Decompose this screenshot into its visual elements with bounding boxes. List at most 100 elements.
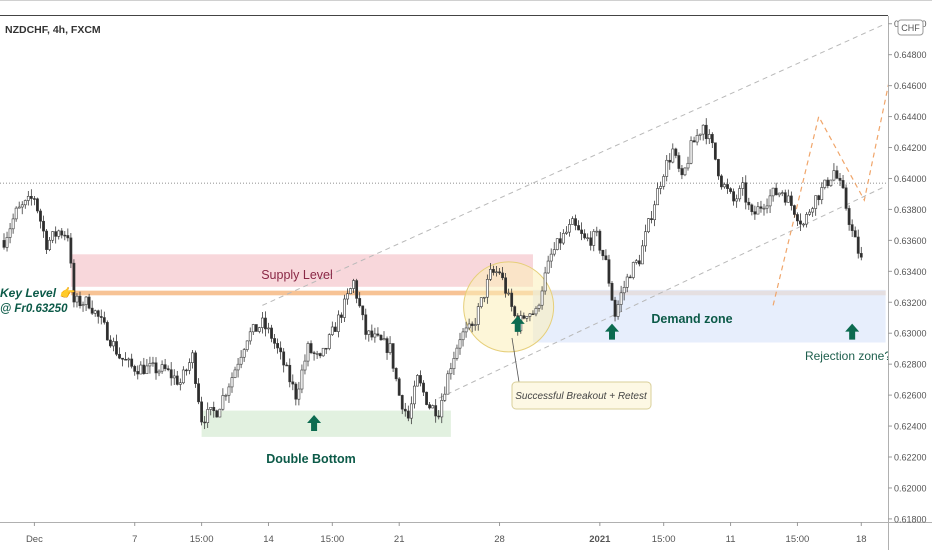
candle-down bbox=[42, 220, 45, 232]
candle-down bbox=[340, 314, 343, 318]
candle-up bbox=[546, 260, 550, 274]
candle-down bbox=[613, 299, 617, 317]
candle-up bbox=[701, 124, 705, 135]
candle-up bbox=[473, 324, 477, 326]
currency-badge bbox=[897, 19, 924, 36]
candle-down bbox=[166, 368, 170, 370]
candle-up bbox=[571, 218, 574, 225]
candle-down bbox=[197, 383, 200, 403]
candle-down bbox=[264, 317, 267, 330]
candle-down bbox=[504, 277, 508, 294]
candle-down bbox=[36, 198, 39, 212]
candle-up bbox=[336, 314, 340, 332]
candle-down bbox=[680, 168, 684, 176]
candle-down bbox=[470, 323, 474, 326]
candle-up bbox=[689, 140, 693, 164]
candle-up bbox=[330, 326, 334, 335]
candle-up bbox=[227, 386, 231, 396]
candle-down bbox=[215, 410, 219, 418]
candle-up bbox=[765, 205, 769, 209]
candle-up bbox=[823, 179, 827, 188]
candle-down bbox=[713, 142, 717, 160]
candle-up bbox=[540, 290, 544, 306]
candle-up bbox=[707, 134, 711, 140]
x-tick-label: 2021 bbox=[589, 534, 611, 545]
candle-up bbox=[832, 170, 836, 181]
candle-up bbox=[145, 365, 149, 375]
candle-up bbox=[631, 262, 635, 278]
candle-up bbox=[586, 237, 590, 239]
candle-down bbox=[394, 368, 398, 380]
candle-up bbox=[808, 211, 812, 215]
candle-down bbox=[121, 357, 124, 360]
candle-down bbox=[376, 333, 380, 336]
candle-down bbox=[726, 184, 729, 189]
candle-up bbox=[461, 331, 465, 341]
candle-down bbox=[66, 235, 70, 239]
candle-down bbox=[63, 234, 67, 237]
chart-title: NZDCHF, 4h, FXCM bbox=[5, 24, 101, 36]
candle-down bbox=[850, 224, 854, 231]
candle-down bbox=[604, 255, 608, 260]
candle-up bbox=[507, 292, 511, 295]
candle-up bbox=[230, 377, 234, 388]
candle-down bbox=[637, 260, 641, 265]
candle-up bbox=[476, 306, 480, 325]
y-tick-label: 0.62400 bbox=[894, 422, 927, 432]
candle-up bbox=[659, 186, 663, 189]
candle-down bbox=[39, 210, 42, 222]
candle-up bbox=[485, 279, 489, 298]
candle-down bbox=[558, 238, 562, 244]
x-tick-label: 15:00 bbox=[652, 534, 676, 545]
candle-up bbox=[382, 338, 386, 341]
candle-down bbox=[288, 364, 292, 383]
x-tick-label: 15:00 bbox=[190, 534, 214, 545]
candle-down bbox=[498, 271, 501, 274]
annotations-layer: Supply Level Key Level 👉 @ Fr0.63250 Demand… bbox=[0, 268, 891, 466]
candle-up bbox=[51, 231, 55, 241]
candle-down bbox=[102, 317, 106, 323]
candle-up bbox=[665, 159, 669, 177]
candle-up bbox=[528, 313, 532, 317]
candle-down bbox=[434, 405, 438, 417]
candle-up bbox=[647, 218, 650, 233]
candle-down bbox=[841, 180, 845, 189]
x-tick-label: 21 bbox=[394, 534, 405, 545]
candle-up bbox=[257, 327, 261, 332]
candle-down bbox=[650, 218, 653, 221]
candle-down bbox=[531, 313, 535, 315]
candle-down bbox=[492, 269, 495, 273]
candle-down bbox=[291, 381, 295, 385]
candle-up bbox=[549, 253, 553, 262]
candle-down bbox=[333, 326, 337, 332]
candle-down bbox=[163, 364, 167, 369]
candle-down bbox=[583, 233, 587, 239]
candle-down bbox=[273, 338, 276, 344]
candle-up bbox=[343, 298, 346, 318]
candle-up bbox=[653, 204, 656, 221]
candle-down bbox=[194, 352, 197, 384]
candle-down bbox=[422, 382, 425, 393]
candle-up bbox=[373, 333, 377, 338]
candle-down bbox=[522, 315, 526, 319]
candle-down bbox=[838, 177, 842, 181]
y-tick-label: 0.64200 bbox=[894, 143, 927, 153]
candle-down bbox=[406, 410, 410, 419]
candle-up bbox=[695, 135, 699, 143]
candle-up bbox=[464, 327, 468, 333]
candle-down bbox=[437, 415, 441, 418]
candle-up bbox=[245, 340, 249, 350]
y-tick-label: 0.63200 bbox=[894, 298, 927, 308]
candle-up bbox=[479, 297, 483, 307]
candle-down bbox=[574, 218, 577, 226]
candle-down bbox=[847, 208, 851, 225]
candle-up bbox=[260, 317, 264, 328]
candle-down bbox=[826, 179, 830, 187]
candle-up bbox=[139, 364, 143, 375]
demand-zone bbox=[532, 289, 886, 343]
candle-up bbox=[242, 349, 246, 358]
candle-up bbox=[811, 208, 815, 213]
candle-down bbox=[720, 175, 723, 188]
candle-up bbox=[160, 364, 164, 372]
candle-down bbox=[45, 230, 48, 250]
